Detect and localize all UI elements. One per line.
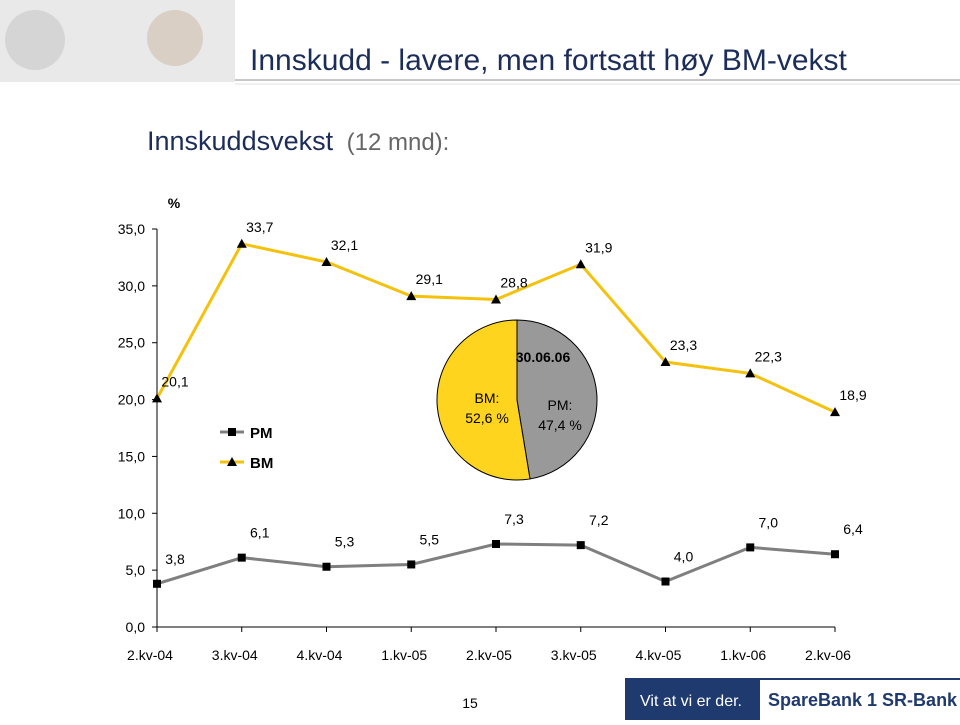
pie-value-label: 52,6 % [465, 410, 509, 426]
y-tick-label: 5,0 [126, 562, 146, 578]
slogan: Vit at vi er der. [640, 693, 742, 710]
y-tick-label: 20,0 [118, 392, 145, 408]
x-tick-label: 2.kv-04 [127, 647, 173, 663]
value-label: 5,5 [420, 531, 440, 547]
pm-marker [492, 539, 500, 548]
pm-marker [237, 553, 246, 562]
y-tick-label: 15,0 [118, 448, 145, 464]
slide-title: Innskudd - lavere, men fortsatt høy BM-v… [250, 44, 848, 77]
x-tick-label: 1.kv-05 [381, 647, 427, 663]
value-label: 33,7 [246, 219, 273, 235]
x-tick-label: 3.kv-05 [551, 647, 597, 663]
logo-box [760, 680, 960, 720]
pie-label: PM: [548, 397, 573, 413]
value-label: 7,0 [759, 514, 779, 530]
value-label: 5,3 [335, 534, 355, 550]
pm-marker [831, 550, 839, 559]
legend-label: PM [250, 425, 273, 442]
bm-marker [745, 368, 756, 378]
y-tick-label: 30,0 [118, 278, 145, 294]
value-label: 6,4 [843, 521, 863, 537]
pm-marker [746, 543, 755, 552]
bm-marker [227, 457, 237, 466]
bm-marker [152, 393, 162, 403]
pie-title: 30.06.06 [516, 349, 571, 365]
y-tick-label: 35,0 [118, 221, 145, 237]
pm-marker [407, 560, 416, 569]
bm-marker [660, 357, 671, 367]
value-label: 3,8 [165, 551, 185, 567]
bm-marker [406, 291, 417, 301]
value-label: 4,0 [674, 549, 694, 565]
pie-slice [436, 319, 531, 481]
legend-label: BM [250, 455, 273, 472]
bm-marker [575, 259, 586, 269]
pm-marker [576, 541, 585, 550]
page-number: 15 [462, 695, 478, 711]
bm-marker [491, 294, 501, 304]
value-label: 32,1 [331, 237, 358, 253]
photo-emblem [5, 10, 65, 70]
x-tick-label: 3.kv-04 [212, 647, 258, 663]
value-label: 6,1 [250, 525, 270, 541]
pie-slice [516, 319, 598, 480]
value-label: 7,2 [589, 512, 609, 528]
value-label: 18,9 [839, 387, 866, 403]
pm-marker [322, 562, 331, 571]
subtitle-main: Innskuddsvekst [147, 126, 334, 156]
series-line [156, 542, 836, 586]
subtitle: Innskuddsvekst (12 mnd): [147, 126, 449, 156]
value-label: 22,3 [755, 348, 782, 364]
y-tick-label: 0,0 [126, 619, 146, 635]
y-tick-label: 10,0 [118, 505, 145, 521]
y-axis-label: % [168, 195, 181, 211]
pie-value-label: 47,4 % [538, 417, 582, 433]
value-label: 28,8 [500, 275, 527, 291]
x-tick-label: 2.kv-05 [466, 647, 512, 663]
x-tick-label: 2.kv-06 [805, 647, 851, 663]
value-label: 29,1 [416, 271, 443, 287]
x-tick-label: 4.kv-05 [636, 647, 682, 663]
bm-marker [321, 256, 332, 266]
bm-marker [830, 407, 840, 417]
subtitle-note: (12 mnd): [347, 129, 450, 156]
pm-marker [661, 577, 670, 586]
y-tick-label: 25,0 [118, 335, 145, 351]
x-tick-label: 4.kv-04 [297, 647, 343, 663]
pie-label: BM: [475, 390, 500, 406]
value-label: 31,9 [585, 239, 612, 255]
bm-marker [236, 238, 247, 248]
x-tick-label: 1.kv-06 [720, 647, 766, 663]
value-label: 23,3 [670, 337, 697, 353]
pm-marker [228, 428, 236, 436]
brand: SpareBank 1 SR-Bank [768, 690, 958, 710]
pm-marker [153, 579, 161, 588]
photo-person [147, 10, 203, 66]
value-label: 7,3 [504, 511, 524, 527]
value-label: 20,1 [161, 373, 188, 389]
